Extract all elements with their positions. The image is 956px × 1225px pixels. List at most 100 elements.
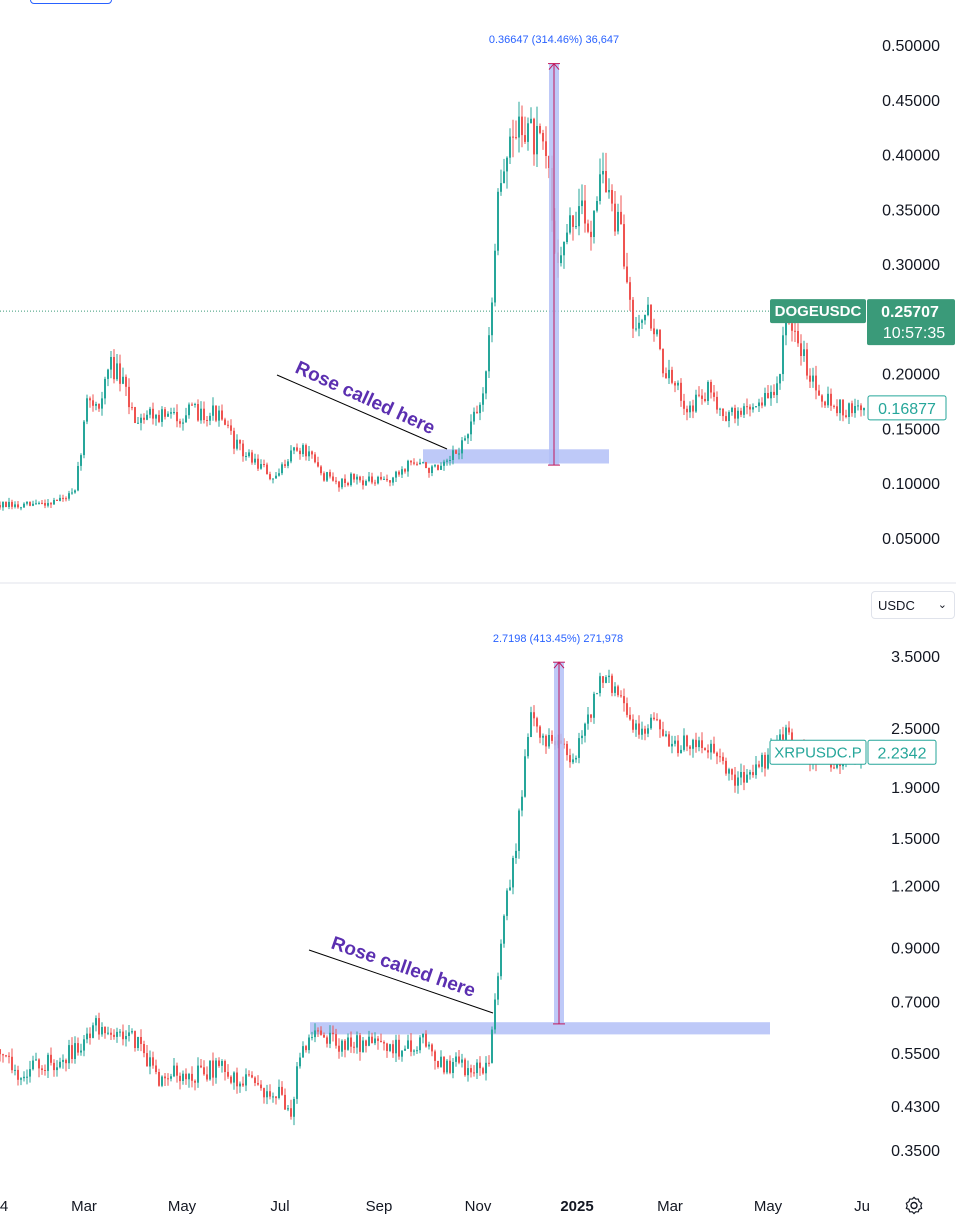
currency-select[interactable]: USDC ⌄ bbox=[871, 591, 955, 619]
price-tick-label: 0.15000 bbox=[882, 421, 940, 438]
price-tick-label: 1.5000 bbox=[891, 831, 940, 848]
candle-body bbox=[785, 320, 787, 336]
price-axis[interactable]: 0.50000 0.45000 0.40000 0.35000 0.30000 0.200… bbox=[882, 38, 940, 548]
candle-body bbox=[377, 1038, 379, 1041]
candle-body bbox=[113, 1034, 115, 1037]
candle-body bbox=[386, 1043, 388, 1051]
candle-body bbox=[380, 1040, 382, 1043]
candle-body bbox=[89, 1033, 91, 1038]
candle-body bbox=[620, 695, 622, 697]
candle-body bbox=[569, 755, 571, 763]
support-zone[interactable] bbox=[310, 1022, 770, 1035]
candle-body bbox=[206, 420, 208, 421]
candle-body bbox=[455, 450, 457, 454]
candle-body bbox=[11, 501, 13, 507]
candle-body bbox=[491, 302, 493, 336]
candle-body bbox=[203, 408, 205, 420]
candle-body bbox=[653, 328, 655, 335]
candle-body bbox=[611, 190, 613, 204]
price-range-measure[interactable]: 2.7198 (413.45%) 271,978 bbox=[493, 633, 623, 1025]
candle-body bbox=[752, 407, 754, 410]
candle-body bbox=[239, 439, 241, 444]
candle-body bbox=[677, 740, 679, 754]
candle-body bbox=[242, 1083, 244, 1086]
candle-body bbox=[530, 712, 532, 737]
candle-body bbox=[95, 404, 97, 406]
support-zone[interactable] bbox=[423, 449, 609, 464]
candle-body bbox=[143, 1044, 145, 1054]
candle-body bbox=[260, 464, 262, 469]
candle-body bbox=[182, 1073, 184, 1081]
candle-body bbox=[326, 1037, 328, 1044]
candle-body bbox=[704, 748, 706, 751]
candle-body bbox=[335, 480, 337, 482]
annotation-trendline[interactable] bbox=[276, 374, 448, 450]
candle-body bbox=[74, 1043, 76, 1059]
toolbar-button[interactable] bbox=[30, 0, 112, 4]
candle-body bbox=[287, 461, 289, 466]
candle-body bbox=[488, 335, 490, 372]
candle-body bbox=[614, 203, 616, 232]
candle-body bbox=[728, 769, 730, 774]
candle-body bbox=[641, 728, 643, 735]
candle-body bbox=[371, 1036, 373, 1044]
candle-body bbox=[80, 1050, 82, 1053]
candle-body bbox=[707, 750, 709, 753]
candle-body bbox=[50, 1054, 52, 1063]
candle-body bbox=[788, 727, 790, 733]
candle-body bbox=[269, 1091, 271, 1097]
xrp-candles bbox=[0, 669, 865, 1126]
candle-body bbox=[146, 1053, 148, 1067]
time-axis[interactable]: 4 Mar May Jul Sep Nov 2025 Mar May Ju bbox=[0, 1198, 870, 1215]
candle-body bbox=[359, 1035, 361, 1052]
price-range-measure[interactable]: 0.36647 (314.46%) 36,647 bbox=[489, 34, 619, 466]
candle-body bbox=[242, 443, 244, 457]
candle-body bbox=[560, 255, 562, 264]
candle-body bbox=[521, 796, 523, 811]
candle-body bbox=[221, 1061, 223, 1066]
doge-chart-pane[interactable]: 0.36647 (314.46%) 36,647 Rose called her… bbox=[0, 34, 955, 548]
candle-body bbox=[629, 282, 631, 300]
chevron-down-icon: ⌄ bbox=[937, 599, 947, 611]
annotation-text[interactable]: Rose called here bbox=[328, 933, 478, 1002]
candle-body bbox=[200, 408, 202, 421]
candle-body bbox=[311, 1037, 313, 1039]
candle-body bbox=[173, 1065, 175, 1077]
annotation-trendline[interactable] bbox=[308, 949, 494, 1014]
annotation-text[interactable]: Rose called here bbox=[292, 357, 438, 439]
candle-body bbox=[419, 462, 421, 465]
candle-body bbox=[818, 390, 820, 396]
candle-body bbox=[524, 756, 526, 797]
xrp-chart-pane[interactable]: 2.7198 (413.45%) 271,978 Rose called her… bbox=[0, 633, 940, 1160]
candle-body bbox=[467, 1068, 469, 1076]
candle-body bbox=[779, 374, 781, 384]
candle-body bbox=[434, 465, 436, 467]
candle-body bbox=[737, 410, 739, 419]
price-axis[interactable]: 3.5000 2.5000 1.9000 1.5000 1.2000 0.9000 0.70… bbox=[891, 649, 940, 1160]
candle-body bbox=[53, 500, 55, 505]
candle-body bbox=[596, 693, 598, 695]
candle-body bbox=[392, 1044, 394, 1054]
candle-body bbox=[308, 451, 310, 457]
candle-body bbox=[92, 400, 94, 406]
settings-gear-icon[interactable] bbox=[905, 1196, 923, 1215]
candle-body bbox=[572, 215, 574, 227]
candle-body bbox=[551, 735, 553, 741]
candle-body bbox=[587, 223, 589, 232]
candle-body bbox=[101, 1027, 103, 1035]
candle-body bbox=[767, 754, 769, 769]
candle-body bbox=[683, 735, 685, 750]
candle-body bbox=[209, 1060, 211, 1080]
candle-body bbox=[497, 191, 499, 251]
candle-body bbox=[545, 735, 547, 747]
candle-body bbox=[416, 1050, 418, 1052]
candle-body bbox=[218, 410, 220, 421]
candle-body bbox=[350, 473, 352, 486]
candle-body bbox=[713, 743, 715, 753]
candle-body bbox=[854, 406, 856, 414]
candle-body bbox=[227, 1071, 229, 1077]
candle-body bbox=[77, 466, 79, 491]
candle-body bbox=[368, 476, 370, 481]
